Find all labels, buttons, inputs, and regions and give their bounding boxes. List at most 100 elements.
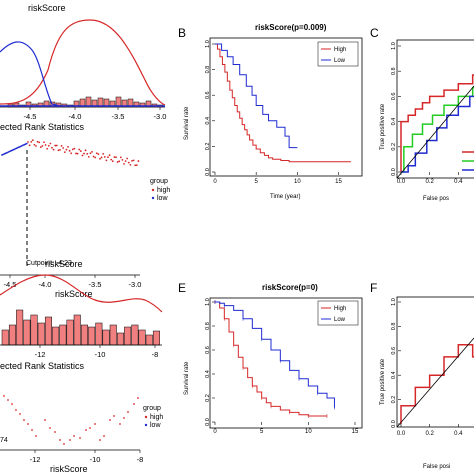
a-point-high — [47, 144, 50, 147]
a-point-high — [68, 149, 71, 152]
a-point-high — [110, 158, 113, 161]
e-ytick-label: 0.2 — [205, 394, 211, 402]
d-point-high — [109, 419, 111, 421]
d-group-title: group — [143, 405, 161, 412]
a-top-tick-label: -4.0 — [69, 112, 82, 121]
a-point-high — [126, 157, 129, 160]
d-hist-bar — [23, 319, 31, 346]
c-roc-series-2 — [401, 86, 474, 173]
a-hist-bar — [97, 97, 104, 108]
d-hist-bar — [116, 332, 124, 346]
a-point-high — [97, 153, 100, 156]
a-cutpoint-label: Cutpoint: -4.23 — [26, 260, 72, 267]
f-roc-series — [400, 343, 474, 424]
b-xtick-label: 0 — [213, 179, 217, 185]
e-ytick-label: 0.6 — [205, 346, 211, 354]
b-xtick-label: 5 — [255, 179, 259, 185]
f-xtick-label: 0.2 — [425, 431, 434, 437]
a-point-high — [78, 148, 81, 151]
b-series-low — [215, 43, 298, 149]
d-point-high — [15, 409, 17, 411]
a-point-high — [86, 152, 89, 155]
a-point-high — [75, 152, 77, 155]
a-point-high — [111, 160, 114, 163]
e-survival-lines — [214, 300, 335, 418]
a-point-high — [99, 157, 101, 160]
d-point-high — [7, 399, 9, 401]
d-hist-bar — [131, 324, 139, 346]
d-point-high — [3, 395, 5, 397]
a-point-high — [116, 161, 119, 163]
d-point-high — [113, 415, 115, 417]
a-bottom-tick-label: -4.0 — [39, 280, 52, 289]
a-point-high — [27, 141, 29, 143]
a-point-high — [59, 148, 61, 151]
a-point-high — [87, 155, 90, 158]
c-plot-frame — [396, 39, 474, 179]
a-point-high — [121, 158, 124, 161]
c-diagonal — [396, 85, 474, 179]
d-hist-bar — [73, 314, 81, 346]
a-point-high — [70, 152, 73, 155]
d-point-high — [59, 439, 61, 441]
b-legend-low: Low — [334, 58, 346, 64]
a-point-high — [71, 148, 74, 151]
b-title: riskScore(p=0.009) — [255, 23, 327, 32]
b-ytick-label: 0.6 — [205, 91, 211, 99]
a-point-low — [25, 142, 28, 145]
d-point-high — [85, 429, 87, 431]
a-point-high — [107, 156, 109, 159]
a-top-tick-label: -4.5 — [24, 112, 37, 121]
d-mid-title: ected Rank Statistics — [0, 361, 85, 371]
a-density-low — [0, 41, 61, 107]
d-group-low: low — [150, 422, 161, 429]
b-ytick-label: 0.0 — [205, 168, 211, 176]
d-hist-bar — [8, 324, 16, 346]
f-ytick-label: 0.6 — [391, 347, 397, 355]
e-series-high — [215, 301, 327, 417]
a-point-high — [132, 159, 135, 162]
f-panel-label: F — [370, 281, 377, 295]
b-ytick-label: 0.2 — [205, 143, 211, 151]
e-legend: High Low — [317, 300, 359, 326]
d-bottom-ticks: -12 -10 -8 — [30, 450, 143, 464]
c-xtick-label: 0.2 — [425, 179, 434, 185]
d-hist-bar — [145, 334, 153, 346]
d-hist-bar — [37, 322, 45, 346]
d-group-high: high — [150, 414, 163, 421]
f-ytick-label: 1.0 — [391, 298, 397, 306]
a-point-high — [84, 149, 87, 152]
d-hist-bar — [152, 330, 160, 346]
a-point-high — [100, 156, 103, 159]
e-plot-frame — [209, 297, 363, 429]
d-point-high — [79, 437, 81, 439]
d-point-high — [11, 403, 13, 405]
d-point-high — [19, 413, 21, 415]
b-xtick-label: 15 — [335, 179, 342, 185]
e-xtick-label: 15 — [352, 429, 359, 435]
b-xtick-label: 10 — [294, 179, 301, 185]
d-hist-bar — [80, 324, 88, 346]
a-point-high — [119, 156, 122, 159]
d-hist-bar — [95, 322, 103, 346]
b-legend-high: High — [334, 47, 346, 53]
e-legend-low: Low — [334, 317, 346, 323]
a-point-high — [65, 148, 68, 151]
d-hist-bar — [102, 329, 110, 346]
b-xlabel: Time (year) — [270, 194, 300, 200]
c-panel-label: C — [370, 26, 379, 40]
b-series-high — [215, 43, 351, 163]
e-ylabel: Survival rate — [184, 361, 190, 395]
d-top-tick-label: -10 — [95, 350, 106, 359]
a-point-high — [91, 150, 93, 153]
a-hist-bar — [85, 96, 92, 108]
a-point-high — [46, 147, 49, 150]
a-rank-scatter — [1, 139, 140, 167]
e-xtick-label: 0 — [213, 429, 217, 435]
d-top-tick-label: -12 — [35, 350, 46, 359]
a-point-high — [123, 162, 125, 165]
a-point-high — [108, 154, 111, 157]
d-hist-bar — [138, 329, 146, 346]
d-cut-partial: 74 — [0, 437, 8, 444]
a-point-high — [134, 164, 137, 167]
